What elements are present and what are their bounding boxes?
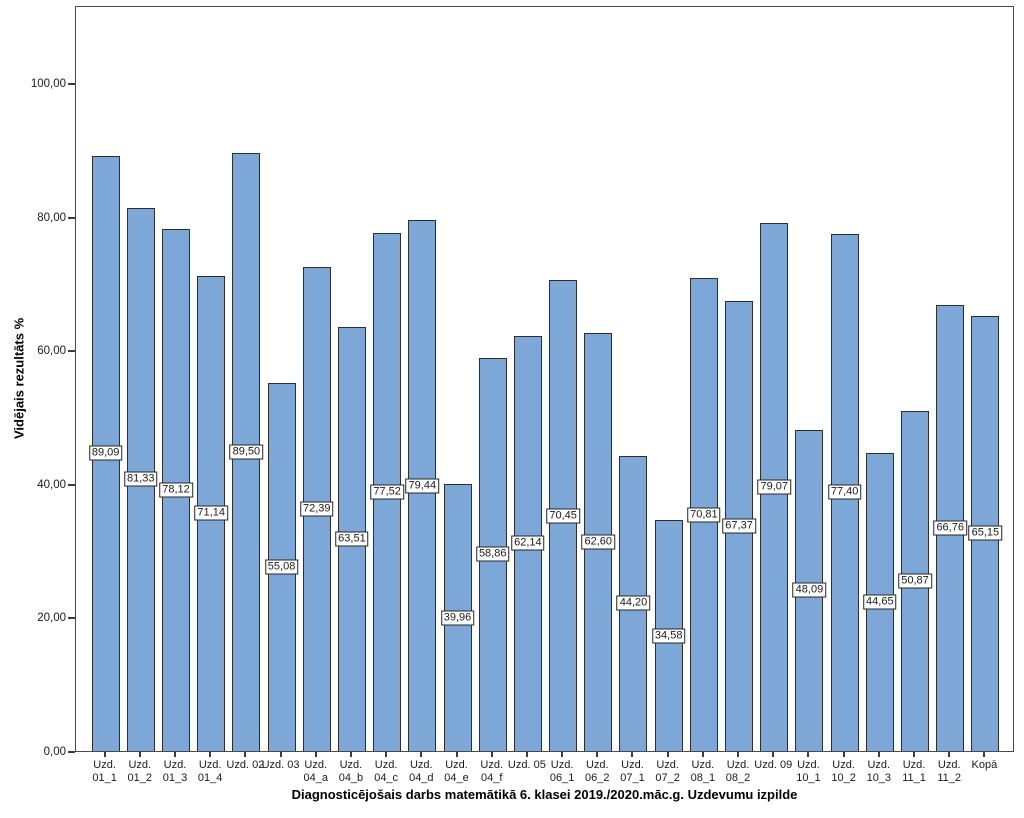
bar-value-label: 62,14 [511,535,545,551]
y-tick-label: 20,00 [37,612,66,625]
x-tick-mark [244,752,247,757]
x-tick-label: Uzd. 01_1 [92,759,117,784]
x-tick-mark [701,752,704,757]
x-tick-label: Uzd. 09 [754,759,793,771]
x-tick-label: Uzd. 04_d [409,759,434,784]
y-tick-mark [68,483,75,486]
bar-value-label: 44,65 [863,594,897,610]
bar-value-label: 63,51 [335,531,369,547]
x-tick-label: Uzd. 01_2 [127,759,153,784]
x-tick-label: Uzd. 04_a [303,759,328,784]
bar-value-label: 67,37 [722,518,756,534]
x-tick-mark [490,752,493,757]
x-tick-mark [772,752,775,757]
y-tick-label: 0,00 [43,746,66,758]
y-tick-mark [68,83,75,85]
x-tick-label: Uzd. 04_c [374,759,399,784]
y-tick-mark [68,350,75,353]
x-tick-label: Uzd. 04_e [444,759,469,784]
x-tick-mark [349,752,352,757]
bar-value-label: 34,58 [651,628,686,644]
bar-value-label: 77,40 [827,484,862,500]
bar-value-label: 72,39 [299,501,334,517]
y-tick-label: 80,00 [37,211,66,224]
x-tick-mark [561,752,564,757]
x-tick-label: Uzd. 06_2 [585,759,610,784]
x-tick-mark [807,752,810,757]
x-tick-mark [596,752,599,757]
x-tick-mark [525,752,528,757]
y-tick-label: 60,00 [37,345,66,358]
bar-value-label: 50,87 [898,573,932,589]
x-tick-mark [103,752,106,757]
y-tick-label: 40,00 [37,478,66,491]
y-tick-mark [68,216,75,219]
x-tick-mark [279,752,282,757]
x-tick-mark [209,752,212,757]
bar-value-label: 55,08 [264,559,299,575]
bar-value-label: 71,14 [194,505,228,521]
x-tick-label: Uzd. 02 [226,759,265,771]
x-tick-mark [842,752,845,757]
y-tick-mark [68,617,75,620]
x-tick-label: Kopā [971,759,998,771]
x-tick-label: Uzd. 01_3 [162,759,188,784]
y-tick-mark [68,751,75,753]
x-tick-label: Uzd. 08_1 [690,759,716,784]
x-tick-label: Uzd. 04_b [338,759,364,784]
x-axis-title: Diagnosticējošais darbs matemātikā 6. kl… [291,787,798,802]
bar-value-label: 48,09 [792,582,827,598]
bar-value-label: 62,60 [581,534,616,550]
x-tick-label: Uzd. 10_1 [796,759,821,784]
x-tick-mark [173,752,176,757]
x-tick-label: Uzd. 07_1 [620,759,645,784]
bar-value-label: 58,86 [475,546,510,562]
x-tick-label: Uzd. 11_2 [937,759,962,784]
y-axis-title: Vidējais rezultāts % [11,317,27,439]
bar-value-label: 70,81 [687,507,721,522]
bar-value-label: 65,15 [968,525,1003,541]
x-tick-label: Uzd. 11_1 [902,759,926,784]
x-tick-mark [737,752,740,757]
bar-value-label: 79,07 [757,479,792,495]
bar-value-label: 89,09 [88,445,123,461]
x-tick-mark [314,752,317,757]
x-tick-label: Uzd. 10_2 [831,759,856,784]
bar-value-label: 79,44 [405,478,440,494]
x-tick-mark [420,752,423,757]
x-tick-mark [385,752,388,757]
x-tick-label: Uzd. 01_4 [197,759,223,784]
bar-value-label: 70,45 [546,508,580,524]
x-tick-label: Uzd. 04_f [480,759,504,784]
x-tick-mark [631,752,634,757]
y-tick-label: 100,00 [30,78,66,90]
x-tick-mark [138,752,141,757]
bar-value-label: 81,33 [124,471,158,487]
bar-value-label: 89,50 [229,444,264,460]
x-tick-mark [983,752,986,757]
x-tick-label: Uzd. 06_1 [549,759,575,784]
x-tick-label: Uzd. 07_2 [655,759,680,784]
x-tick-mark [666,752,669,757]
bar-value-label: 66,76 [933,520,967,536]
x-tick-mark [877,752,880,757]
x-tick-label: Uzd. 10_3 [866,759,892,784]
bar-value-label: 44,20 [616,595,651,611]
x-tick-label: Uzd. 05 [507,759,546,771]
bar-value-label: 77,52 [370,484,404,500]
x-tick-label: Uzd. 03 [261,759,300,771]
x-tick-mark [455,752,458,757]
bar-value-label: 78,12 [159,482,193,498]
x-tick-mark [913,752,916,757]
bar-value-label: 39,96 [440,610,475,626]
x-tick-label: Uzd. 08_2 [725,759,751,784]
plot-area: 89,09 81,33 78,12 71,14 89,50 55,08 72,39 63,51… [75,6,1014,752]
x-tick-mark [948,752,951,757]
